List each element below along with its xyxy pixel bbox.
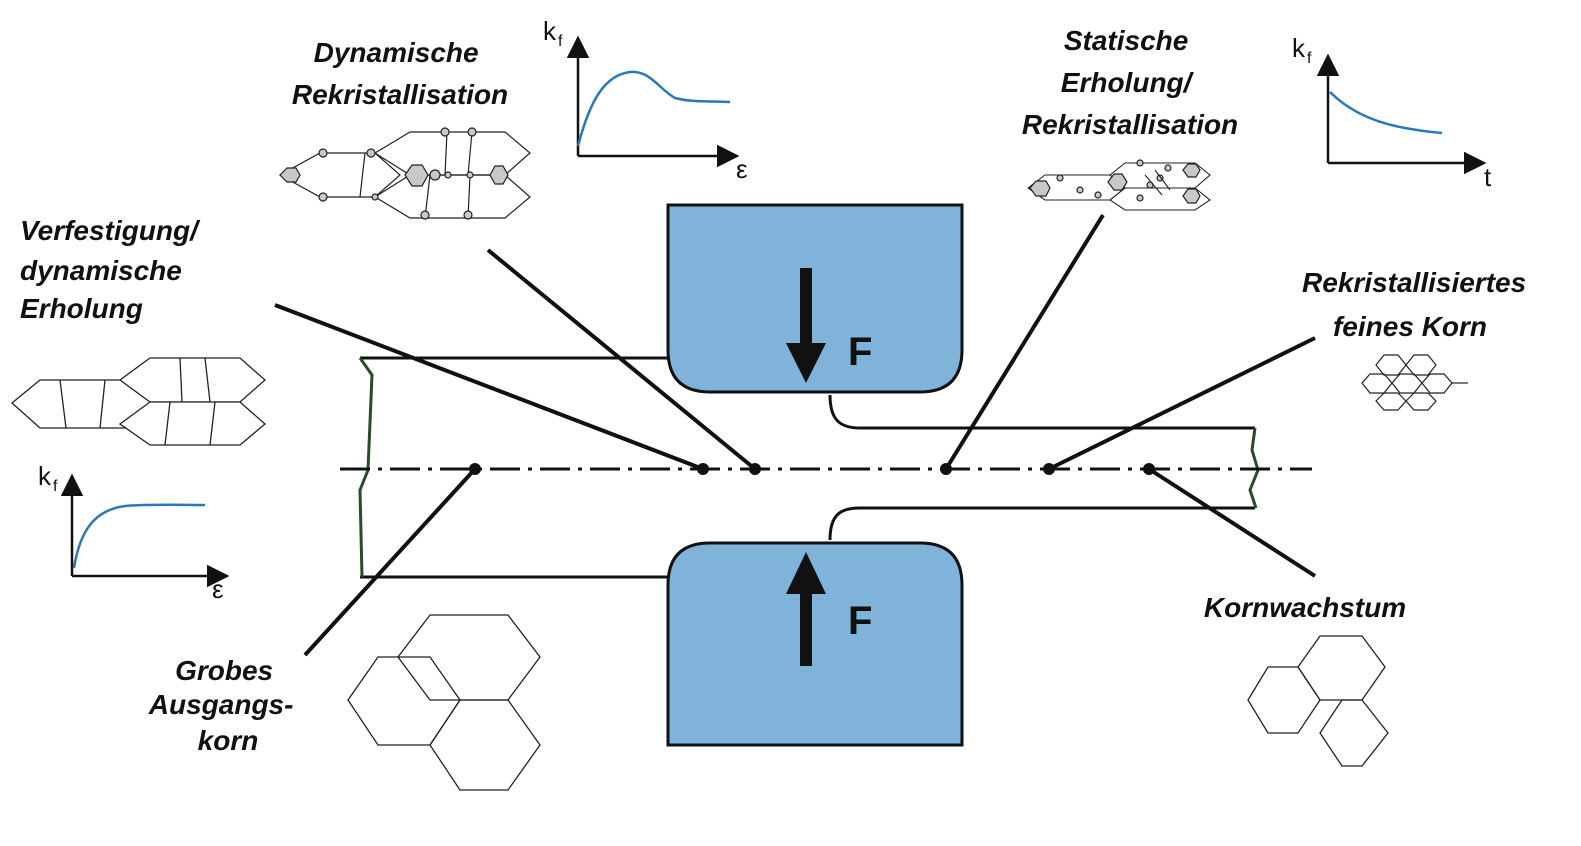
force-label-top: F <box>848 330 872 374</box>
label-rex-fine: Rekristallisiertes feines Korn <box>1302 267 1534 342</box>
label-dyn-rex: Dynamische Rekristallisation <box>292 37 508 110</box>
svg-text:f: f <box>1307 50 1312 67</box>
kf-strain-chart-dyn-rex: k f ε <box>543 16 748 184</box>
kf-strain-chart-verfestigung: k f ε <box>38 461 230 604</box>
label-grobes: Grobes Ausgangs- korn <box>148 655 301 756</box>
force-label-bottom: F <box>848 599 872 643</box>
svg-text:f: f <box>558 33 563 50</box>
stat-rex-grains-icon <box>1027 159 1211 211</box>
label-verfestigung: Verfestigung/ dynamische Erholung <box>20 215 206 324</box>
lower-die <box>666 541 964 747</box>
svg-text:t: t <box>1484 162 1492 192</box>
force-arrow-down-icon <box>786 268 826 383</box>
leader-lines <box>274 213 1317 657</box>
dyn-rex-grains-icon <box>278 127 531 220</box>
deformed-grains-icon <box>11 357 266 446</box>
fine-grains-icon <box>1361 354 1468 411</box>
svg-text:f: f <box>53 478 58 495</box>
label-stat-rex: Statische Erholung/ Rekristallisation <box>1022 25 1238 140</box>
svg-text:ε: ε <box>736 154 748 184</box>
coarse-grains-icon <box>347 614 541 791</box>
upper-die <box>666 203 964 394</box>
grain-growth-icon <box>1247 635 1389 767</box>
label-kornwachstum: Kornwachstum <box>1204 592 1406 623</box>
svg-text:ε: ε <box>212 574 224 604</box>
svg-text:k: k <box>543 16 557 46</box>
svg-text:k: k <box>38 461 52 491</box>
svg-text:k: k <box>1292 33 1306 63</box>
force-arrow-up-icon <box>786 552 826 666</box>
kf-time-chart-stat-rex: k f t <box>1292 33 1492 192</box>
